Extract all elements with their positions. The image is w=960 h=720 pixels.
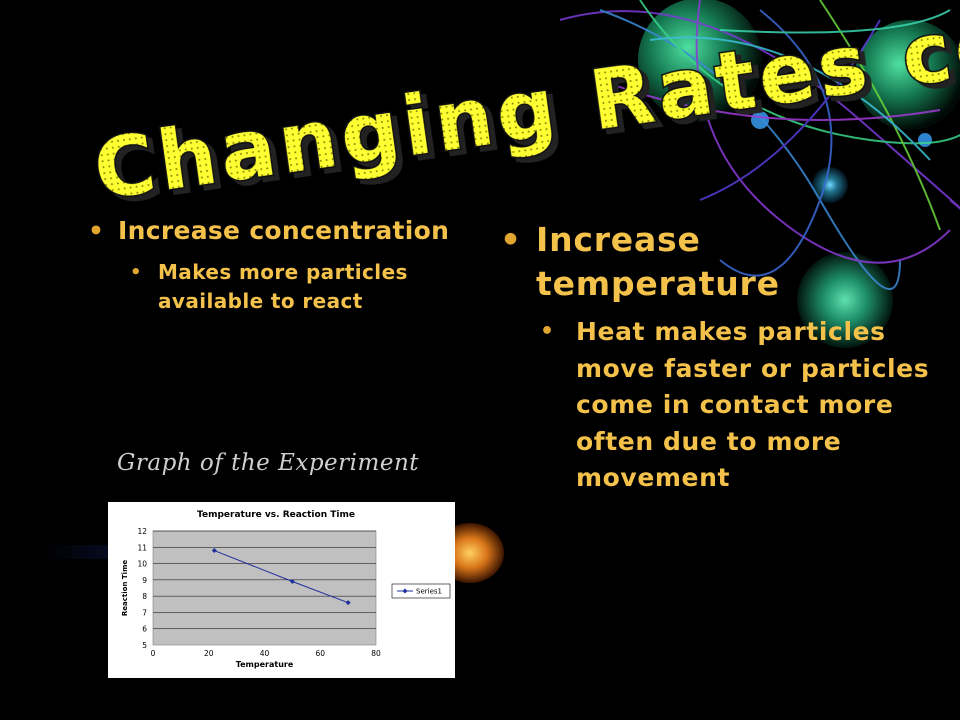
bullet-increase-concentration: Increase concentration	[88, 214, 468, 248]
x-tick-labels: 0 20 40 60 80	[151, 649, 381, 658]
y-tick-label: 7	[142, 608, 147, 617]
y-tick-label: 8	[142, 592, 147, 601]
temperature-chart: Temperature vs. Reaction Time 5 6 7 8 9 10 11 1…	[108, 502, 455, 678]
legend-label: Series1	[416, 588, 442, 596]
graph-caption: Graph of the Experiment	[117, 450, 419, 476]
orb-shape	[812, 167, 848, 203]
x-tick-label: 80	[371, 649, 381, 658]
y-tick-label: 12	[137, 527, 147, 536]
data-point	[211, 548, 217, 554]
page-title-text: Changing Rates cont.	[88, 0, 960, 210]
legend-box	[391, 583, 451, 599]
y-tick-label: 11	[137, 543, 147, 552]
legend: Series1	[397, 588, 442, 596]
orb-shape	[751, 111, 769, 129]
right-bullet-list: Increase temperature Heat makes particle…	[500, 218, 940, 497]
y-tick-labels: 5 6 7 8 9 10 11 12	[137, 527, 147, 650]
left-bullet-list: Increase concentration Makes more partic…	[88, 214, 468, 316]
data-point	[345, 600, 351, 606]
plot-area	[152, 530, 377, 646]
x-axis-label: Temperature	[236, 660, 294, 669]
y-tick-label: 6	[142, 625, 147, 634]
bullet-increase-temperature: Increase temperature	[500, 218, 940, 306]
y-axis-label: Reaction Time	[121, 560, 129, 616]
y-tick-label: 10	[137, 560, 147, 569]
data-point	[289, 578, 295, 584]
x-tick-label: 40	[260, 649, 270, 658]
grid-lines	[153, 530, 376, 629]
data-points	[211, 548, 351, 606]
legend-marker	[402, 588, 408, 594]
sub-bullet-concentration: Makes more particles available to react	[130, 258, 468, 316]
chart-svg: Temperature vs. Reaction Time 5 6 7 8 9 10 11 1…	[121, 510, 451, 669]
sub-bullet-temperature: Heat makes particles move faster or part…	[540, 314, 940, 497]
page-title: Changing Rates cont.	[87, 0, 960, 210]
chart-title: Temperature vs. Reaction Time	[197, 510, 355, 520]
x-tick-label: 20	[204, 649, 214, 658]
y-tick-label: 9	[142, 576, 147, 585]
x-tick-label: 0	[151, 649, 156, 658]
x-tick-label: 60	[315, 649, 325, 658]
y-tick-label: 5	[142, 641, 147, 650]
